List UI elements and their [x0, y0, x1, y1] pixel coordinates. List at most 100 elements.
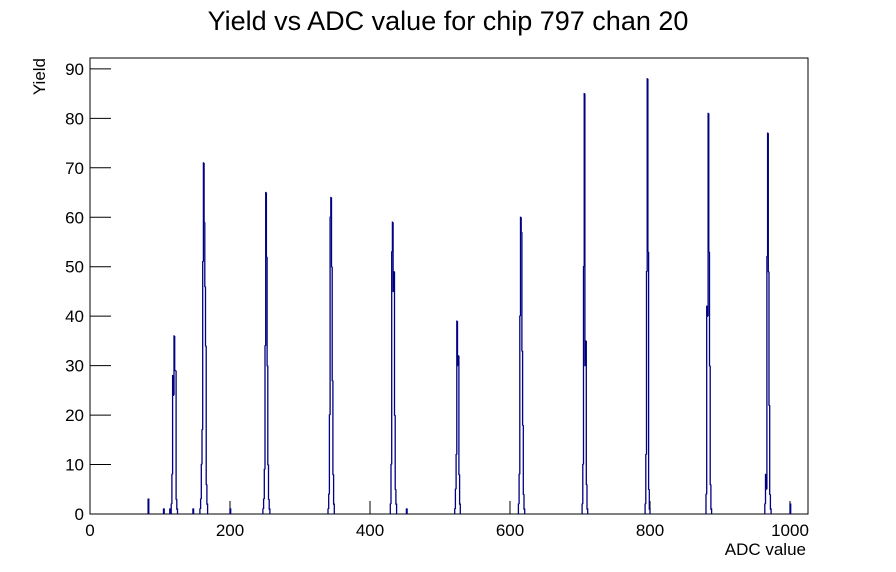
- histogram-bin: [646, 78, 648, 272]
- histogram-bin: [390, 463, 392, 505]
- histogram-bin: [147, 498, 150, 514]
- histogram-bin: [391, 251, 393, 465]
- histogram-bin: [169, 508, 172, 514]
- histogram-bin: [199, 498, 202, 510]
- histogram-bin: [264, 345, 266, 470]
- histogram-bin: [458, 474, 461, 514]
- histogram-bin: [199, 508, 201, 514]
- histogram-bin: [206, 484, 209, 514]
- histogram-bin: [394, 415, 396, 490]
- histogram-bin: [518, 473, 520, 505]
- histogram-bin: [457, 355, 459, 366]
- histogram-bin: [172, 375, 174, 396]
- x-axis-label: ADC value: [725, 540, 806, 559]
- histogram-bin: [521, 350, 524, 426]
- histogram-bin: [582, 463, 584, 505]
- histogram-bin: [520, 217, 522, 233]
- y-tick-label: 80: [65, 109, 84, 128]
- histogram-bin: [708, 113, 710, 253]
- histogram-bin: [648, 489, 651, 514]
- histogram-bin: [766, 256, 768, 490]
- histogram-bin: [204, 222, 206, 288]
- histogram-bin: [174, 335, 176, 372]
- histogram-bin: [583, 92, 585, 267]
- histogram-bin: [582, 266, 585, 465]
- y-tick-label: 60: [65, 208, 84, 227]
- histogram-bin: [201, 429, 203, 465]
- histogram-bin: [705, 493, 707, 514]
- histogram-bin: [585, 340, 587, 485]
- histogram-bin: [522, 424, 524, 495]
- y-tick-label: 20: [65, 406, 84, 425]
- x-tick-label: 200: [216, 521, 244, 540]
- histogram-bin: [454, 508, 456, 514]
- histogram-bin: [176, 499, 179, 514]
- x-tick-label: 0: [85, 521, 94, 540]
- histogram-bin: [162, 508, 165, 514]
- histogram-bin: [171, 374, 174, 475]
- histogram-bin: [709, 365, 711, 485]
- histogram-bin: [262, 498, 265, 510]
- histogram-bin: [268, 499, 271, 514]
- histogram-bin: [203, 162, 205, 223]
- histogram-bin: [331, 266, 333, 382]
- y-tick-label: 90: [65, 60, 84, 79]
- y-tick-label: 40: [65, 307, 84, 326]
- histogram-bin: [706, 305, 708, 495]
- histogram-bin: [458, 355, 460, 476]
- x-tick-label: 600: [496, 521, 524, 540]
- histogram-bin: [644, 503, 646, 514]
- histogram-bin: [455, 454, 457, 490]
- histogram-bin: [330, 197, 333, 268]
- histogram-bin: [393, 271, 396, 416]
- histogram-bin: [584, 340, 587, 366]
- histogram-bin: [202, 261, 204, 430]
- x-tick-label: 1000: [771, 521, 809, 540]
- histogram-bin: [647, 251, 650, 490]
- histogram-bin: [173, 335, 175, 396]
- histogram-bin: [767, 133, 769, 273]
- y-tick-label: 10: [65, 456, 84, 475]
- histogram-bin: [710, 484, 713, 514]
- histogram-bin: [789, 503, 792, 514]
- histogram-bin: [332, 474, 335, 514]
- histogram-bin: [454, 488, 457, 510]
- histogram-bin: [395, 489, 398, 514]
- histogram-bin: [332, 380, 334, 476]
- histogram-bin: [328, 493, 330, 510]
- histogram-bin: [521, 232, 523, 352]
- y-tick-label: 50: [65, 258, 84, 277]
- histogram-bin: [266, 256, 268, 367]
- y-tick-label: 70: [65, 159, 84, 178]
- histogram-bin: [329, 216, 331, 416]
- histogram-bin: [175, 370, 177, 500]
- histogram-bin: [267, 365, 269, 466]
- histogram-bin: [768, 271, 770, 406]
- histogram-bin: [456, 321, 459, 367]
- histogram-bin: [769, 494, 772, 514]
- chart-title: Yield vs ADC value for chip 797 chan 20: [208, 6, 689, 36]
- y-tick-label: 0: [75, 505, 84, 524]
- histogram-bin: [519, 315, 521, 475]
- histogram-bin: [523, 494, 526, 514]
- histogram-bin: [200, 463, 202, 500]
- x-tick-label: 800: [636, 521, 664, 540]
- y-tick-label: 30: [65, 357, 84, 376]
- histogram-bin: [327, 508, 329, 514]
- histogram-bin: [584, 93, 586, 367]
- histogram-bin: [192, 508, 195, 514]
- histogram-bin: [769, 405, 771, 495]
- histogram-bin: [586, 484, 589, 514]
- x-tick-label: 400: [356, 521, 384, 540]
- histogram-bin: [581, 503, 583, 514]
- y-axis-label: Yield: [30, 58, 49, 95]
- histogram-bin: [389, 503, 391, 514]
- histogram-bin: [205, 345, 207, 485]
- histogram-bin: [229, 508, 232, 514]
- histogram-bin: [764, 503, 766, 514]
- histogram-bin: [647, 78, 649, 253]
- histogram-bin: [265, 192, 268, 258]
- histogram-bin: [328, 414, 331, 495]
